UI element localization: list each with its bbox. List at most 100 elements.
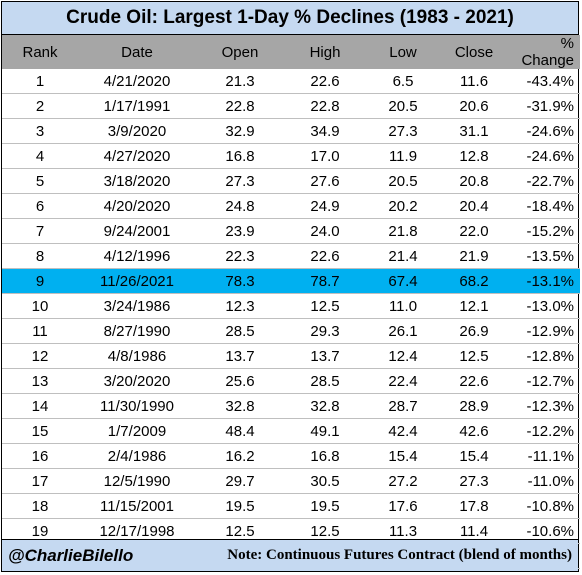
- table-row: 2 1/17/1991 22.8 22.8 20.5 20.6 -31.9%: [2, 93, 580, 119]
- cell-low: 28.7: [366, 393, 440, 419]
- cell-change: -15.2%: [508, 218, 580, 244]
- cell-change: -13.0%: [508, 293, 580, 319]
- cell-open: 78.3: [196, 268, 284, 294]
- cell-high: 49.1: [284, 418, 366, 444]
- cell-change: -12.3%: [508, 393, 580, 419]
- cell-low: 20.5: [366, 93, 440, 119]
- cell-change: -13.5%: [508, 243, 580, 269]
- table-row: 10 3/24/1986 12.3 12.5 11.0 12.1 -13.0%: [2, 293, 580, 319]
- table-row: 3 3/9/2020 32.9 34.9 27.3 31.1 -24.6%: [2, 118, 580, 144]
- cell-rank: 8: [2, 243, 78, 269]
- cell-high: 27.6: [284, 168, 366, 194]
- cell-change: -18.4%: [508, 193, 580, 219]
- cell-open: 29.7: [196, 468, 284, 494]
- cell-low: 21.8: [366, 218, 440, 244]
- cell-rank: 2: [2, 93, 78, 119]
- column-header-low: Low: [366, 35, 440, 69]
- column-header-close: Close: [440, 35, 508, 69]
- cell-low: 27.3: [366, 118, 440, 144]
- cell-change: -12.7%: [508, 368, 580, 394]
- cell-change: -12.8%: [508, 343, 580, 369]
- cell-high: 22.8: [284, 93, 366, 119]
- cell-date: 9/24/2001: [78, 218, 196, 244]
- cell-rank: 18: [2, 493, 78, 519]
- declines-table: Rank Date Open High Low Close % Change 1…: [2, 35, 580, 569]
- cell-date: 11/15/2001: [78, 493, 196, 519]
- cell-high: 12.5: [284, 293, 366, 319]
- cell-open: 28.5: [196, 318, 284, 344]
- cell-close: 28.9: [440, 393, 508, 419]
- cell-open: 32.8: [196, 393, 284, 419]
- cell-change: -24.6%: [508, 118, 580, 144]
- cell-date: 11/30/1990: [78, 393, 196, 419]
- table-row: 6 4/20/2020 24.8 24.9 20.2 20.4 -18.4%: [2, 193, 580, 219]
- cell-date: 2/4/1986: [78, 443, 196, 469]
- cell-high: 29.3: [284, 318, 366, 344]
- cell-rank: 6: [2, 193, 78, 219]
- cell-change: -12.2%: [508, 418, 580, 444]
- cell-close: 27.3: [440, 468, 508, 494]
- cell-change: -22.7%: [508, 168, 580, 194]
- cell-date: 3/18/2020: [78, 168, 196, 194]
- column-header-high: High: [284, 35, 366, 69]
- cell-open: 25.6: [196, 368, 284, 394]
- header-row: Rank Date Open High Low Close % Change: [2, 35, 580, 69]
- author-handle: @CharlieBilello: [8, 545, 134, 565]
- cell-low: 21.4: [366, 243, 440, 269]
- cell-rank: 11: [2, 318, 78, 344]
- cell-low: 26.1: [366, 318, 440, 344]
- table-row: 15 1/7/2009 48.4 49.1 42.4 42.6 -12.2%: [2, 418, 580, 444]
- table-row: 13 3/20/2020 25.6 28.5 22.4 22.6 -12.7%: [2, 368, 580, 394]
- cell-rank: 5: [2, 168, 78, 194]
- cell-low: 11.9: [366, 143, 440, 169]
- cell-high: 16.8: [284, 443, 366, 469]
- column-header-rank: Rank: [2, 35, 78, 69]
- cell-rank: 10: [2, 293, 78, 319]
- cell-high: 17.0: [284, 143, 366, 169]
- cell-rank: 12: [2, 343, 78, 369]
- cell-high: 28.5: [284, 368, 366, 394]
- cell-open: 19.5: [196, 493, 284, 519]
- cell-low: 15.4: [366, 443, 440, 469]
- cell-open: 13.7: [196, 343, 284, 369]
- table-title: Crude Oil: Largest 1-Day % Declines (198…: [2, 2, 578, 35]
- cell-close: 21.9: [440, 243, 508, 269]
- cell-high: 19.5: [284, 493, 366, 519]
- cell-close: 31.1: [440, 118, 508, 144]
- cell-date: 11/26/2021: [78, 268, 196, 294]
- cell-close: 20.6: [440, 93, 508, 119]
- cell-date: 1/17/1991: [78, 93, 196, 119]
- cell-high: 22.6: [284, 243, 366, 269]
- cell-low: 12.4: [366, 343, 440, 369]
- table-row: 5 3/18/2020 27.3 27.6 20.5 20.8 -22.7%: [2, 168, 580, 194]
- cell-rank: 4: [2, 143, 78, 169]
- cell-low: 42.4: [366, 418, 440, 444]
- table-row: 14 11/30/1990 32.8 32.8 28.7 28.9 -12.3%: [2, 393, 580, 419]
- cell-close: 12.1: [440, 293, 508, 319]
- cell-change: -12.9%: [508, 318, 580, 344]
- cell-date: 12/5/1990: [78, 468, 196, 494]
- cell-high: 32.8: [284, 393, 366, 419]
- table-row: 9 11/26/2021 78.3 78.7 67.4 68.2 -13.1%: [2, 268, 580, 294]
- cell-rank: 16: [2, 443, 78, 469]
- cell-rank: 15: [2, 418, 78, 444]
- cell-close: 68.2: [440, 268, 508, 294]
- cell-change: -11.1%: [508, 443, 580, 469]
- cell-high: 78.7: [284, 268, 366, 294]
- column-header-open: Open: [196, 35, 284, 69]
- cell-open: 48.4: [196, 418, 284, 444]
- cell-close: 22.6: [440, 368, 508, 394]
- table-row: 8 4/12/1996 22.3 22.6 21.4 21.9 -13.5%: [2, 243, 580, 269]
- cell-close: 12.8: [440, 143, 508, 169]
- cell-date: 4/21/2020: [78, 69, 196, 94]
- cell-high: 22.6: [284, 69, 366, 94]
- cell-close: 15.4: [440, 443, 508, 469]
- cell-low: 27.2: [366, 468, 440, 494]
- cell-change: -11.0%: [508, 468, 580, 494]
- cell-low: 11.0: [366, 293, 440, 319]
- cell-rank: 13: [2, 368, 78, 394]
- cell-date: 4/27/2020: [78, 143, 196, 169]
- cell-date: 3/24/1986: [78, 293, 196, 319]
- cell-close: 11.6: [440, 69, 508, 94]
